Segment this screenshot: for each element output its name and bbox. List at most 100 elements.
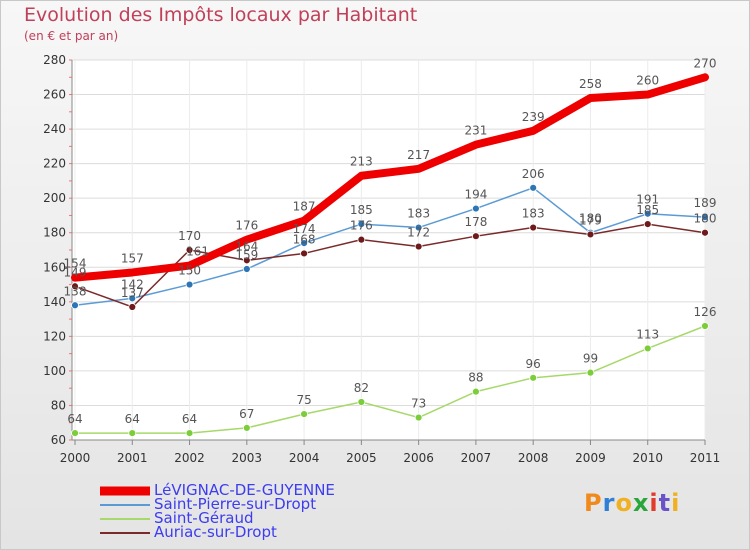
y-tick-label: 140 — [43, 295, 66, 309]
x-tick-label: 2007 — [461, 451, 492, 465]
x-tick-label: 2009 — [575, 451, 606, 465]
legend-swatch — [100, 504, 150, 506]
data-point — [643, 209, 652, 218]
data-label: 260 — [636, 74, 659, 88]
y-tick-label: 180 — [43, 226, 66, 240]
data-point — [300, 249, 308, 258]
logo-letter: i — [649, 489, 659, 517]
data-point — [701, 228, 709, 237]
series-line-2 — [74, 325, 706, 434]
data-point — [701, 213, 709, 222]
legend-label: Saint-Pierre-sur-Dropt — [154, 495, 317, 513]
legend-label: LéVIGNAC-DE-GUYENNE — [154, 481, 335, 499]
data-point — [185, 429, 194, 437]
data-label: 99 — [583, 352, 598, 366]
data-point — [357, 220, 366, 228]
data-label: 194 — [464, 188, 487, 202]
data-label: 176 — [350, 219, 373, 233]
y-tick-label: 260 — [43, 88, 66, 102]
legend-swatch — [100, 532, 150, 534]
data-label: 187 — [293, 200, 316, 214]
data-label: 172 — [407, 226, 430, 240]
data-label: 168 — [293, 232, 316, 246]
data-point — [300, 410, 308, 418]
data-point — [242, 256, 251, 265]
data-label: 150 — [178, 264, 201, 278]
data-point — [185, 280, 194, 289]
legend: LéVIGNAC-DE-GUYENNE Saint-Pierre-sur-Drop… — [100, 481, 400, 541]
data-label: 270 — [694, 56, 717, 70]
data-label: 126 — [694, 305, 717, 319]
data-point — [472, 387, 480, 396]
data-point — [472, 232, 480, 241]
y-tick-label: 200 — [43, 191, 66, 205]
x-tick-label: 2002 — [174, 451, 205, 465]
series-line-1 — [74, 187, 706, 307]
x-tick-label: 2011 — [690, 451, 721, 465]
data-label: 170 — [178, 229, 201, 243]
data-label: 137 — [121, 286, 144, 300]
data-point — [701, 322, 709, 330]
logo-letter: r — [602, 489, 616, 517]
proxiti-logo: Proxiti — [584, 489, 680, 517]
chart-subtitle: (en € et par an) — [24, 29, 119, 43]
logo-letter: P — [584, 489, 603, 517]
data-label: 180 — [579, 212, 602, 226]
y-tick-label: 280 — [43, 53, 66, 67]
series-line-3 — [74, 223, 706, 308]
x-tick-label: 2005 — [346, 451, 377, 465]
data-label: 88 — [468, 371, 483, 385]
data-label: 96 — [526, 357, 541, 371]
data-label: 161 — [186, 245, 209, 259]
data-label: 67 — [239, 407, 254, 421]
legend-item: LéVIGNAC-DE-GUYENNE — [100, 481, 400, 499]
data-point — [300, 239, 308, 247]
y-tick-label: 120 — [43, 329, 66, 343]
data-label: 239 — [522, 110, 545, 124]
data-label: 185 — [350, 203, 373, 217]
y-tick-label: 80 — [51, 398, 66, 412]
x-tick-label: 2004 — [289, 451, 320, 465]
data-point — [357, 398, 366, 406]
data-label: 64 — [125, 412, 140, 426]
data-label: 183 — [522, 207, 545, 221]
data-point — [185, 246, 194, 254]
data-point — [242, 265, 251, 273]
logo-letter: o — [615, 489, 633, 517]
legend-swatch — [100, 518, 150, 520]
data-label: 64 — [67, 412, 82, 426]
data-label: 176 — [235, 219, 258, 233]
data-label: 179 — [579, 213, 602, 227]
data-label: 231 — [464, 124, 487, 138]
plot-area — [72, 60, 705, 440]
data-point — [414, 413, 423, 422]
series-line-0 — [71, 73, 709, 282]
data-point — [472, 204, 480, 213]
data-point — [586, 368, 595, 377]
legend-item: Auriac-sur-Dropt — [100, 523, 400, 541]
data-point — [643, 220, 652, 228]
legend-item: Saint-Pierre-sur-Dropt — [100, 495, 400, 513]
data-label: 206 — [522, 167, 545, 181]
data-label: 191 — [636, 193, 659, 207]
data-label: 154 — [64, 257, 87, 271]
data-label: 174 — [293, 222, 316, 236]
data-label: 213 — [350, 155, 373, 169]
x-tick-label: 2008 — [518, 451, 549, 465]
data-point — [128, 429, 137, 437]
data-label: 75 — [296, 393, 311, 407]
y-tick-label: 60 — [51, 433, 66, 447]
y-tick-label: 100 — [43, 364, 66, 378]
data-label: 142 — [121, 277, 144, 291]
x-tick-label: 2006 — [403, 451, 434, 465]
data-point — [529, 223, 538, 232]
data-point — [643, 344, 652, 353]
data-label: 82 — [354, 381, 369, 395]
logo-letter: t — [658, 489, 672, 517]
data-label: 159 — [235, 248, 258, 262]
data-label: 149 — [64, 265, 87, 279]
data-point — [128, 294, 137, 303]
chart-title: Evolution des Impôts locaux par Habitant — [24, 4, 418, 26]
data-label: 73 — [411, 397, 426, 411]
